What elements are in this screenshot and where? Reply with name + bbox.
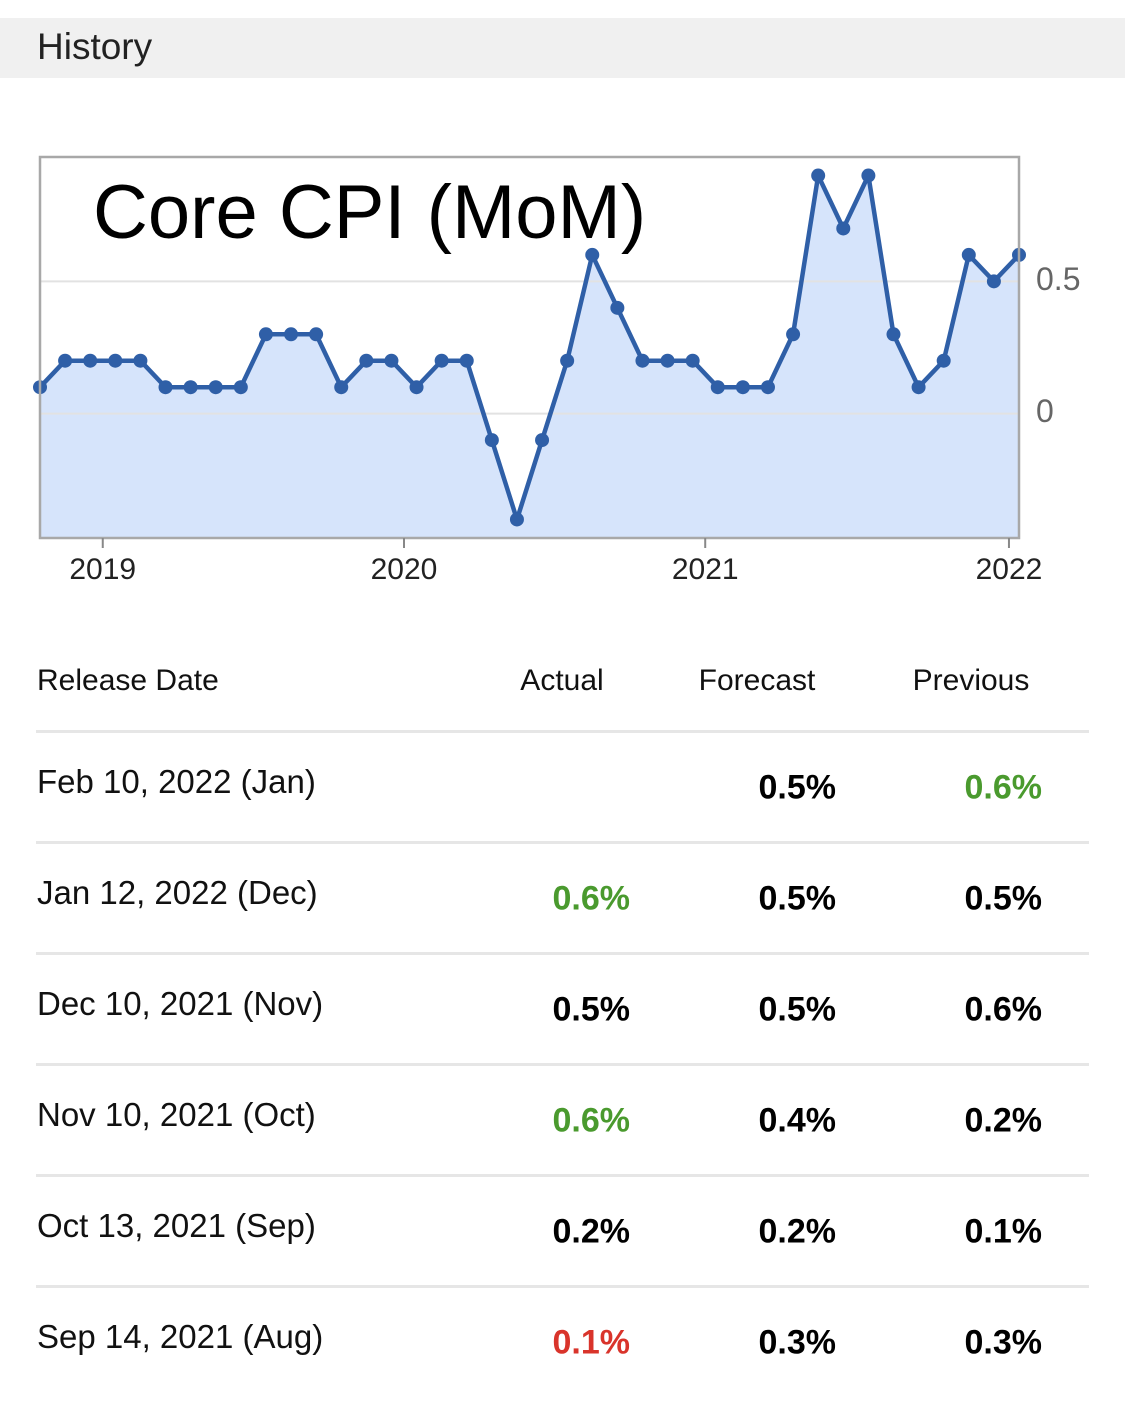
value-cell: 0.1% (552, 1323, 631, 1362)
point (610, 300, 625, 315)
point (208, 380, 223, 395)
point (384, 353, 399, 368)
column-header: Previous (912, 664, 1030, 697)
point (409, 380, 424, 395)
point (108, 353, 123, 368)
point (284, 327, 299, 342)
row-separator (36, 1063, 1089, 1066)
row-separator (36, 952, 1089, 955)
point (258, 327, 273, 342)
point (710, 380, 725, 395)
row-separator (36, 1285, 1089, 1288)
release-date: Dec 10, 2021 (Nov) (37, 985, 324, 1022)
point (811, 168, 826, 183)
x-tick-label: 2021 (672, 553, 739, 586)
release-date: Feb 10, 2022 (Jan) (37, 763, 316, 800)
chart: Core CPI (MoM) 0 0.5 2019 2020 2021 2022 (33, 155, 1080, 586)
column-header: Release Date (37, 664, 219, 697)
value-cell: 0.3% (964, 1323, 1043, 1362)
point (986, 274, 1001, 289)
value-cell: 0.5% (758, 768, 837, 807)
row-separator (36, 1174, 1089, 1177)
point (133, 353, 148, 368)
point (861, 168, 876, 183)
point (735, 380, 750, 395)
point (359, 353, 374, 368)
value-cell: 0.5% (758, 990, 837, 1029)
chart-title: Core CPI (MoM) (93, 170, 646, 255)
point (560, 353, 575, 368)
row-separator (36, 730, 1089, 733)
point (585, 247, 600, 262)
point (886, 327, 901, 342)
header-bar: History (0, 18, 1125, 78)
value-cell: 0.5% (758, 879, 837, 918)
point (83, 353, 98, 368)
release-date: Oct 13, 2021 (Sep) (37, 1207, 316, 1244)
value-cell: 0.2% (964, 1101, 1043, 1140)
point (183, 380, 198, 395)
point (660, 353, 675, 368)
value-cell: 0.4% (758, 1101, 837, 1140)
value-cell: 0.6% (964, 768, 1043, 807)
point (685, 353, 700, 368)
value-cell: 0.6% (552, 879, 631, 918)
value-cell: 0.5% (552, 990, 631, 1029)
value-cell: 0.1% (964, 1212, 1043, 1251)
point (309, 327, 324, 342)
point (459, 353, 474, 368)
point (233, 380, 248, 395)
x-tick-label: 2019 (69, 553, 136, 586)
point (484, 433, 499, 448)
plot-frame (38, 155, 1021, 540)
point (509, 512, 524, 527)
release-date: Jan 12, 2022 (Dec) (37, 874, 318, 911)
line (38, 173, 1021, 522)
point (535, 433, 550, 448)
value-cell: 0.2% (758, 1212, 837, 1251)
value-cell: 0.3% (758, 1323, 837, 1362)
y-tick-label: 0.5 (1036, 261, 1080, 297)
area (40, 175, 1019, 539)
point (836, 221, 851, 236)
x-tick-label: 2020 (371, 553, 438, 586)
point (961, 247, 976, 262)
value-cell: 0.6% (964, 990, 1043, 1029)
row-separator (36, 841, 1089, 844)
y-tick-label: 0 (1036, 393, 1054, 429)
column-header: Actual (520, 664, 604, 697)
point (911, 380, 926, 395)
point (434, 353, 449, 368)
point (786, 327, 801, 342)
header-title: History (37, 26, 153, 67)
point (158, 380, 173, 395)
point (760, 380, 775, 395)
point (334, 380, 349, 395)
x-tick-label: 2022 (976, 553, 1043, 586)
release-date: Sep 14, 2021 (Aug) (37, 1318, 324, 1355)
point (635, 353, 650, 368)
value-cell: 0.6% (552, 1101, 631, 1140)
column-header: Forecast (698, 664, 816, 697)
value-cell: 0.2% (552, 1212, 631, 1251)
value-cell: 0.5% (964, 879, 1043, 918)
release-date: Nov 10, 2021 (Oct) (37, 1096, 316, 1133)
point (58, 353, 73, 368)
point (936, 353, 951, 368)
